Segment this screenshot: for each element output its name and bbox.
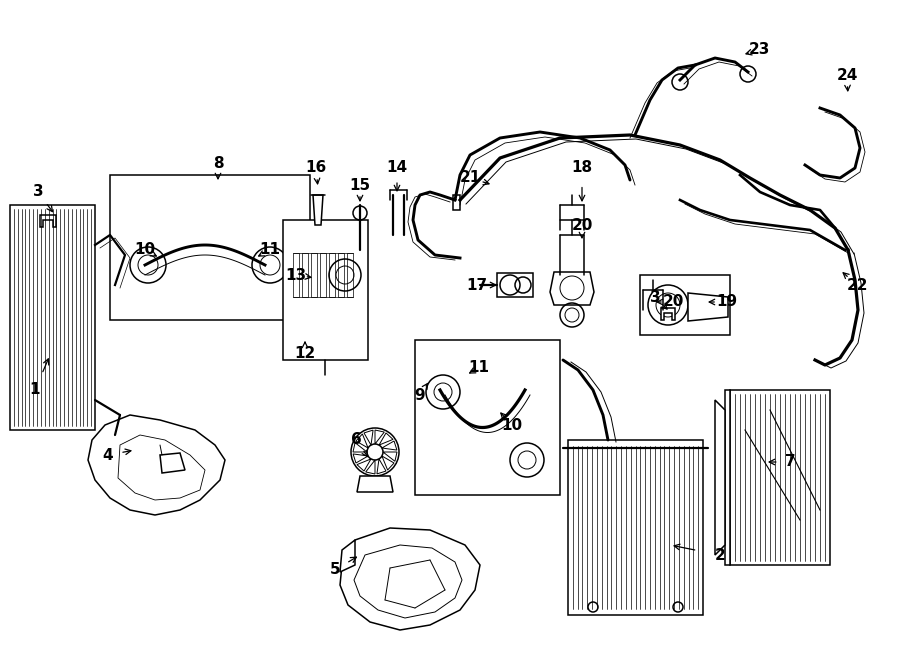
Text: 23: 23 [748, 42, 770, 58]
Text: 17: 17 [466, 278, 488, 293]
Text: 12: 12 [294, 346, 316, 360]
Polygon shape [118, 435, 205, 500]
Polygon shape [88, 415, 225, 515]
Text: 10: 10 [501, 418, 523, 432]
Polygon shape [365, 460, 375, 474]
Polygon shape [497, 273, 533, 297]
Bar [568, 440, 703, 615]
Polygon shape [353, 454, 368, 463]
Text: 13: 13 [285, 268, 307, 282]
Text: 5: 5 [329, 563, 340, 578]
Polygon shape [364, 430, 374, 445]
Bar [110, 175, 310, 320]
Text: 9: 9 [415, 387, 426, 403]
Polygon shape [453, 195, 460, 210]
Text: 2: 2 [715, 547, 725, 563]
Polygon shape [715, 400, 725, 555]
Polygon shape [661, 308, 675, 320]
Polygon shape [377, 459, 386, 474]
Polygon shape [338, 253, 344, 297]
Polygon shape [313, 195, 323, 225]
Polygon shape [302, 253, 308, 297]
Text: 14: 14 [386, 161, 408, 176]
Polygon shape [550, 272, 594, 305]
Polygon shape [320, 253, 326, 297]
Polygon shape [382, 441, 397, 450]
Polygon shape [382, 456, 394, 470]
Text: 15: 15 [349, 178, 371, 192]
Polygon shape [353, 443, 367, 452]
Text: 3: 3 [32, 184, 43, 200]
Polygon shape [160, 453, 185, 473]
Polygon shape [688, 293, 728, 321]
Polygon shape [340, 528, 480, 630]
Polygon shape [293, 253, 299, 297]
Polygon shape [40, 215, 56, 227]
Text: 1: 1 [30, 383, 40, 397]
Text: 21: 21 [459, 171, 481, 186]
Text: 18: 18 [572, 161, 592, 176]
Bar [283, 220, 368, 360]
Polygon shape [356, 434, 368, 448]
Text: 11: 11 [469, 360, 490, 375]
Text: 4: 4 [103, 447, 113, 463]
Bar [640, 275, 730, 335]
Text: 20: 20 [572, 217, 593, 233]
Text: 16: 16 [305, 161, 327, 176]
Bar [415, 340, 560, 495]
Text: 7: 7 [785, 455, 796, 469]
Text: 11: 11 [259, 243, 281, 258]
Polygon shape [340, 540, 355, 572]
Polygon shape [725, 390, 730, 565]
Text: 24: 24 [836, 67, 858, 83]
Polygon shape [357, 459, 371, 471]
Polygon shape [383, 452, 397, 461]
Text: 8: 8 [212, 155, 223, 171]
Text: 6: 6 [351, 432, 362, 447]
Text: 10: 10 [134, 243, 156, 258]
Text: 22: 22 [846, 278, 868, 293]
Text: 19: 19 [716, 295, 738, 309]
Text: 20: 20 [662, 295, 684, 309]
Bar [730, 390, 830, 565]
Polygon shape [329, 253, 335, 297]
Polygon shape [379, 433, 393, 445]
Polygon shape [347, 253, 353, 297]
Polygon shape [375, 430, 384, 444]
Polygon shape [354, 545, 462, 618]
Text: 3: 3 [650, 290, 661, 305]
Polygon shape [311, 253, 317, 297]
Polygon shape [357, 476, 393, 492]
Bar [10, 205, 95, 430]
